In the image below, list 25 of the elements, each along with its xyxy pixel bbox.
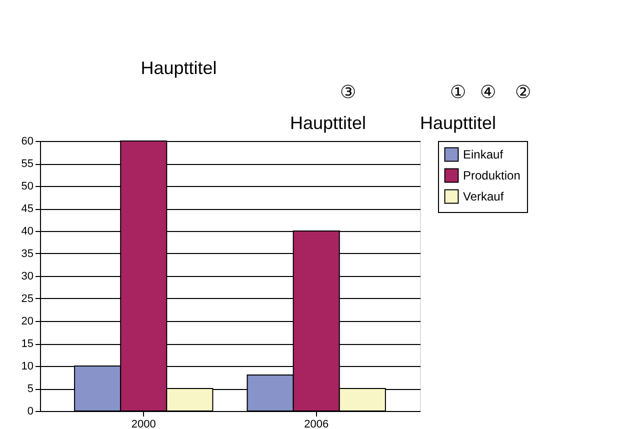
text: ④ <box>480 82 496 102</box>
y-tick-label: 55 <box>21 158 34 170</box>
y-tick-label: 60 <box>21 136 34 148</box>
y-tick-label: 40 <box>21 226 34 238</box>
legend-label: Einkauf <box>463 148 504 162</box>
y-tick-label: 35 <box>21 248 34 260</box>
y-tick-label: 15 <box>21 338 34 350</box>
y-tick-label: 5 <box>27 383 34 395</box>
x-tick-label: 2000 <box>131 418 156 429</box>
y-tick-label: 25 <box>21 293 34 305</box>
y-tick-label: 45 <box>21 203 34 215</box>
chart-title: Haupttitel <box>140 58 217 78</box>
text: Haupttitel <box>420 113 496 133</box>
text: Haupttitel <box>290 113 366 133</box>
legend-label: Produktion <box>463 168 520 182</box>
x-tick-label: 2006 <box>304 418 329 429</box>
legend-label: Verkauf <box>463 190 504 204</box>
y-tick-label: 10 <box>21 360 34 372</box>
text: ③ <box>340 82 356 102</box>
text: ① <box>450 82 466 102</box>
y-tick-label: 30 <box>21 270 34 282</box>
y-tick-label: 50 <box>21 180 34 192</box>
text: ② <box>515 82 531 102</box>
y-tick-label: 20 <box>21 316 34 328</box>
y-tick-label: 0 <box>27 406 34 418</box>
